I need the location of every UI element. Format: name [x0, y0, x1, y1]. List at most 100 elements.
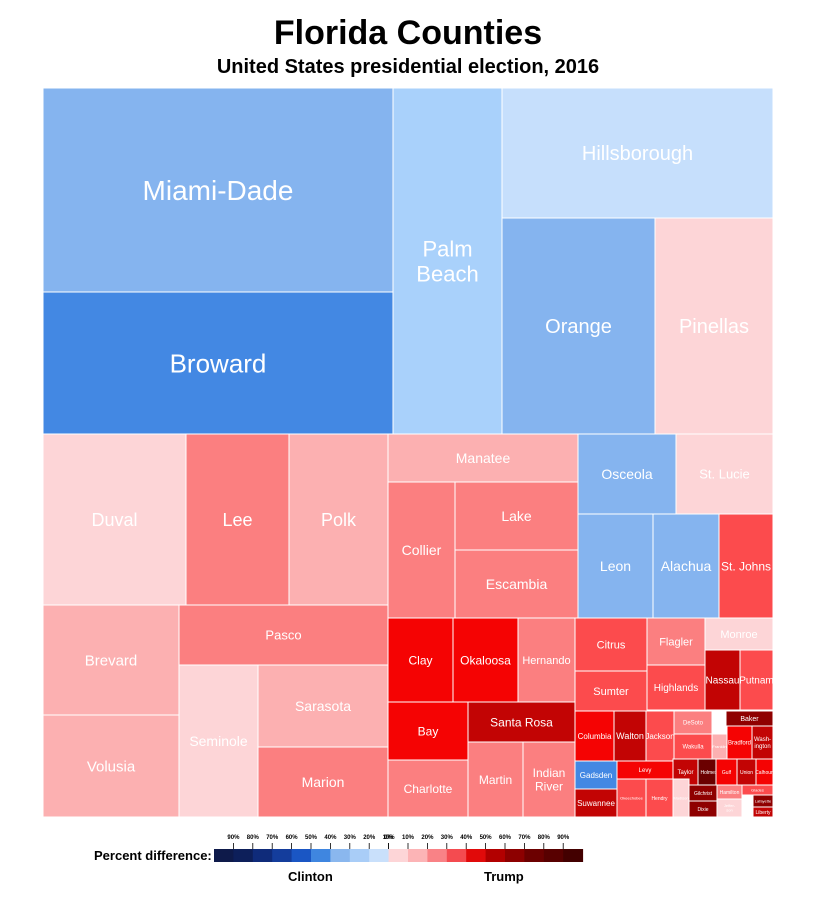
county-label-hamilton: Hamilton — [720, 790, 740, 796]
county-label-flagler: Flagler — [659, 636, 693, 648]
county-label-lee: Lee — [222, 510, 252, 530]
county-label-glades: Glades — [751, 787, 764, 792]
county-label-alachua: Alachua — [661, 558, 712, 574]
county-label-bay: Bay — [418, 724, 439, 738]
county-label-seminole: Seminole — [189, 733, 248, 749]
county-tile-osceola[interactable] — [577, 433, 677, 515]
county-tile-st-johns[interactable] — [718, 513, 774, 619]
county-tile-clay[interactable] — [387, 617, 454, 703]
county-tile-bay[interactable] — [387, 701, 469, 761]
county-tile-santa-rosa[interactable] — [467, 701, 576, 743]
county-tile-volusia[interactable] — [42, 714, 180, 818]
county-label-baker: Baker — [740, 716, 759, 723]
county-label-wakulla: Wakulla — [682, 745, 704, 751]
county-label-okeechobee: Okeechobee — [620, 795, 643, 800]
county-label-manatee: Manatee — [456, 450, 511, 466]
county-label-bradford: Bradford — [728, 741, 751, 747]
county-label-duval: Duval — [91, 510, 137, 530]
county-tile-nassau[interactable] — [704, 649, 741, 711]
county-label-hernando: Hernando — [522, 655, 570, 667]
county-tile-duval[interactable] — [42, 433, 187, 606]
county-label-indian-river: Indian River — [533, 766, 566, 794]
county-tile-okeechobee[interactable] — [616, 778, 647, 818]
county-tile-lake[interactable] — [454, 481, 579, 551]
county-tile-hernando[interactable] — [517, 617, 576, 703]
county-tile-okaloosa[interactable] — [452, 617, 519, 703]
county-label-miami-dade: Miami-Dade — [143, 175, 294, 206]
county-label-orange: Orange — [545, 316, 612, 338]
county-tile-miami-dade[interactable] — [42, 87, 394, 293]
county-label-sarasota: Sarasota — [295, 698, 351, 714]
county-label-brevard: Brevard — [85, 652, 138, 669]
county-label-pinellas: Pinellas — [679, 316, 749, 338]
county-tile-putnam[interactable] — [739, 649, 774, 711]
county-label-osceola: Osceola — [601, 466, 653, 482]
county-label-dixie: Dixie — [697, 807, 708, 813]
county-label-st-johns: St. Johns — [721, 559, 771, 573]
chart-subtitle: United States presidential election, 201… — [216, 56, 600, 78]
county-label-escambia: Escambia — [486, 576, 548, 592]
county-tile-monroe[interactable] — [704, 617, 774, 651]
county-label-broward: Broward — [170, 348, 267, 378]
county-label-levy: Levy — [639, 768, 652, 774]
county-label-sumter: Sumter — [593, 686, 629, 698]
county-tile-brevard[interactable] — [42, 604, 180, 716]
county-label-holmes: Holmes — [701, 770, 718, 776]
county-tile-flagler[interactable] — [646, 617, 706, 666]
county-label-gilchrist: Gilchrist — [694, 791, 713, 797]
county-label-citrus: Citrus — [597, 639, 626, 651]
county-tile-polk[interactable] — [288, 433, 389, 606]
county-tile-seminole[interactable] — [178, 664, 259, 818]
county-label-columbia: Columbia — [578, 732, 612, 741]
county-label-charlotte: Charlotte — [404, 782, 453, 796]
county-tile-martin[interactable] — [467, 741, 524, 818]
county-label-polk: Polk — [321, 510, 357, 530]
county-label-st-lucie: St. Lucie — [699, 467, 750, 482]
legend-label: Percent difference: — [94, 848, 212, 863]
county-label-lake: Lake — [501, 508, 532, 524]
county-label-jefferson: Jeffer-son — [724, 803, 736, 813]
county-label-liberty: Liberty — [755, 810, 771, 816]
county-label-desoto: DeSoto — [683, 721, 704, 727]
county-label-gulf: Gulf — [722, 770, 732, 776]
county-label-okaloosa: Okaloosa — [460, 653, 511, 667]
county-tile-liberty[interactable] — [752, 806, 774, 818]
county-tile-escambia[interactable] — [454, 549, 579, 619]
county-label-clay: Clay — [408, 653, 432, 667]
county-label-marion: Marion — [302, 774, 345, 790]
county-label-volusia: Volusia — [87, 758, 136, 775]
county-tile-manatee[interactable] — [387, 433, 579, 483]
county-label-franklin: Franklin — [712, 744, 726, 749]
county-label-taylor: Taylor — [677, 770, 693, 776]
county-label-washington: Wash-ington — [754, 737, 771, 750]
county-label-martin: Martin — [479, 773, 512, 787]
county-label-nassau: Nassau — [706, 676, 740, 687]
county-label-hillsborough: Hillsborough — [582, 143, 693, 165]
county-label-lafayette: Lafayette — [755, 798, 772, 803]
county-tile-leon[interactable] — [577, 513, 654, 619]
county-label-collier: Collier — [402, 542, 442, 558]
county-tile-jefferson[interactable] — [716, 798, 743, 818]
county-label-union: Union — [740, 770, 753, 776]
county-tile-indian-river[interactable] — [522, 741, 576, 818]
county-tile-st-lucie[interactable] — [675, 433, 774, 515]
county-tile-lee[interactable] — [185, 433, 290, 606]
county-tile-wakulla[interactable] — [673, 733, 713, 760]
county-tile-alachua[interactable] — [652, 513, 720, 619]
county-label-madison: Madison — [673, 795, 688, 800]
county-label-walton: Walton — [616, 731, 644, 741]
legend-trump-label: Trump — [484, 869, 524, 884]
county-tile-franklin[interactable] — [711, 733, 728, 760]
county-label-putnam: Putnam — [739, 676, 773, 687]
county-label-santa-rosa: Santa Rosa — [490, 715, 553, 729]
county-tile-sumter[interactable] — [574, 670, 648, 712]
county-label-highlands: Highlands — [654, 683, 698, 694]
county-label-palm-beach: Palm Beach — [416, 236, 478, 286]
county-tile-citrus[interactable] — [574, 617, 648, 672]
county-tile-sarasota[interactable] — [257, 664, 389, 748]
county-tile-marion[interactable] — [257, 746, 389, 818]
county-label-leon: Leon — [600, 558, 631, 574]
county-label-gadsden: Gadsden — [580, 771, 612, 780]
county-label-suwannee: Suwannee — [577, 799, 615, 808]
